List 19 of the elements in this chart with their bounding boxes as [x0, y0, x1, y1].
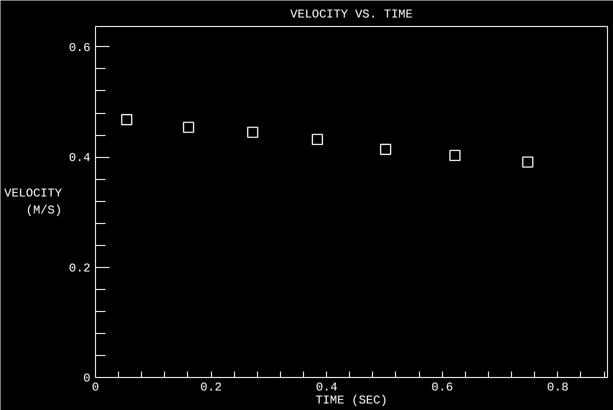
x-tick-label: 0.4 — [316, 380, 338, 394]
y-tick-label: 0.2 — [68, 261, 91, 276]
point — [449, 150, 461, 162]
point — [312, 134, 324, 146]
point — [380, 144, 392, 155]
x-tick-label: 0 — [92, 380, 100, 394]
y-axis-title: VELOCITY (M/S) — [4, 186, 62, 218]
y-tick-label: 0.6 — [68, 40, 91, 55]
y-tick-label: 0.4 — [68, 151, 91, 166]
x-axis-title: TIME (SEC) — [315, 394, 388, 408]
x-tick-label: 0.2 — [200, 380, 222, 394]
point — [121, 114, 132, 126]
point — [247, 126, 258, 138]
point — [522, 156, 534, 168]
chart-title: VELOCITY VS. TIME — [290, 8, 413, 22]
y-tick-label: 0 — [83, 372, 90, 386]
x-tick-label: 0.8 — [547, 380, 569, 394]
x-tick-label: 0.6 — [431, 380, 454, 394]
point — [182, 122, 194, 133]
